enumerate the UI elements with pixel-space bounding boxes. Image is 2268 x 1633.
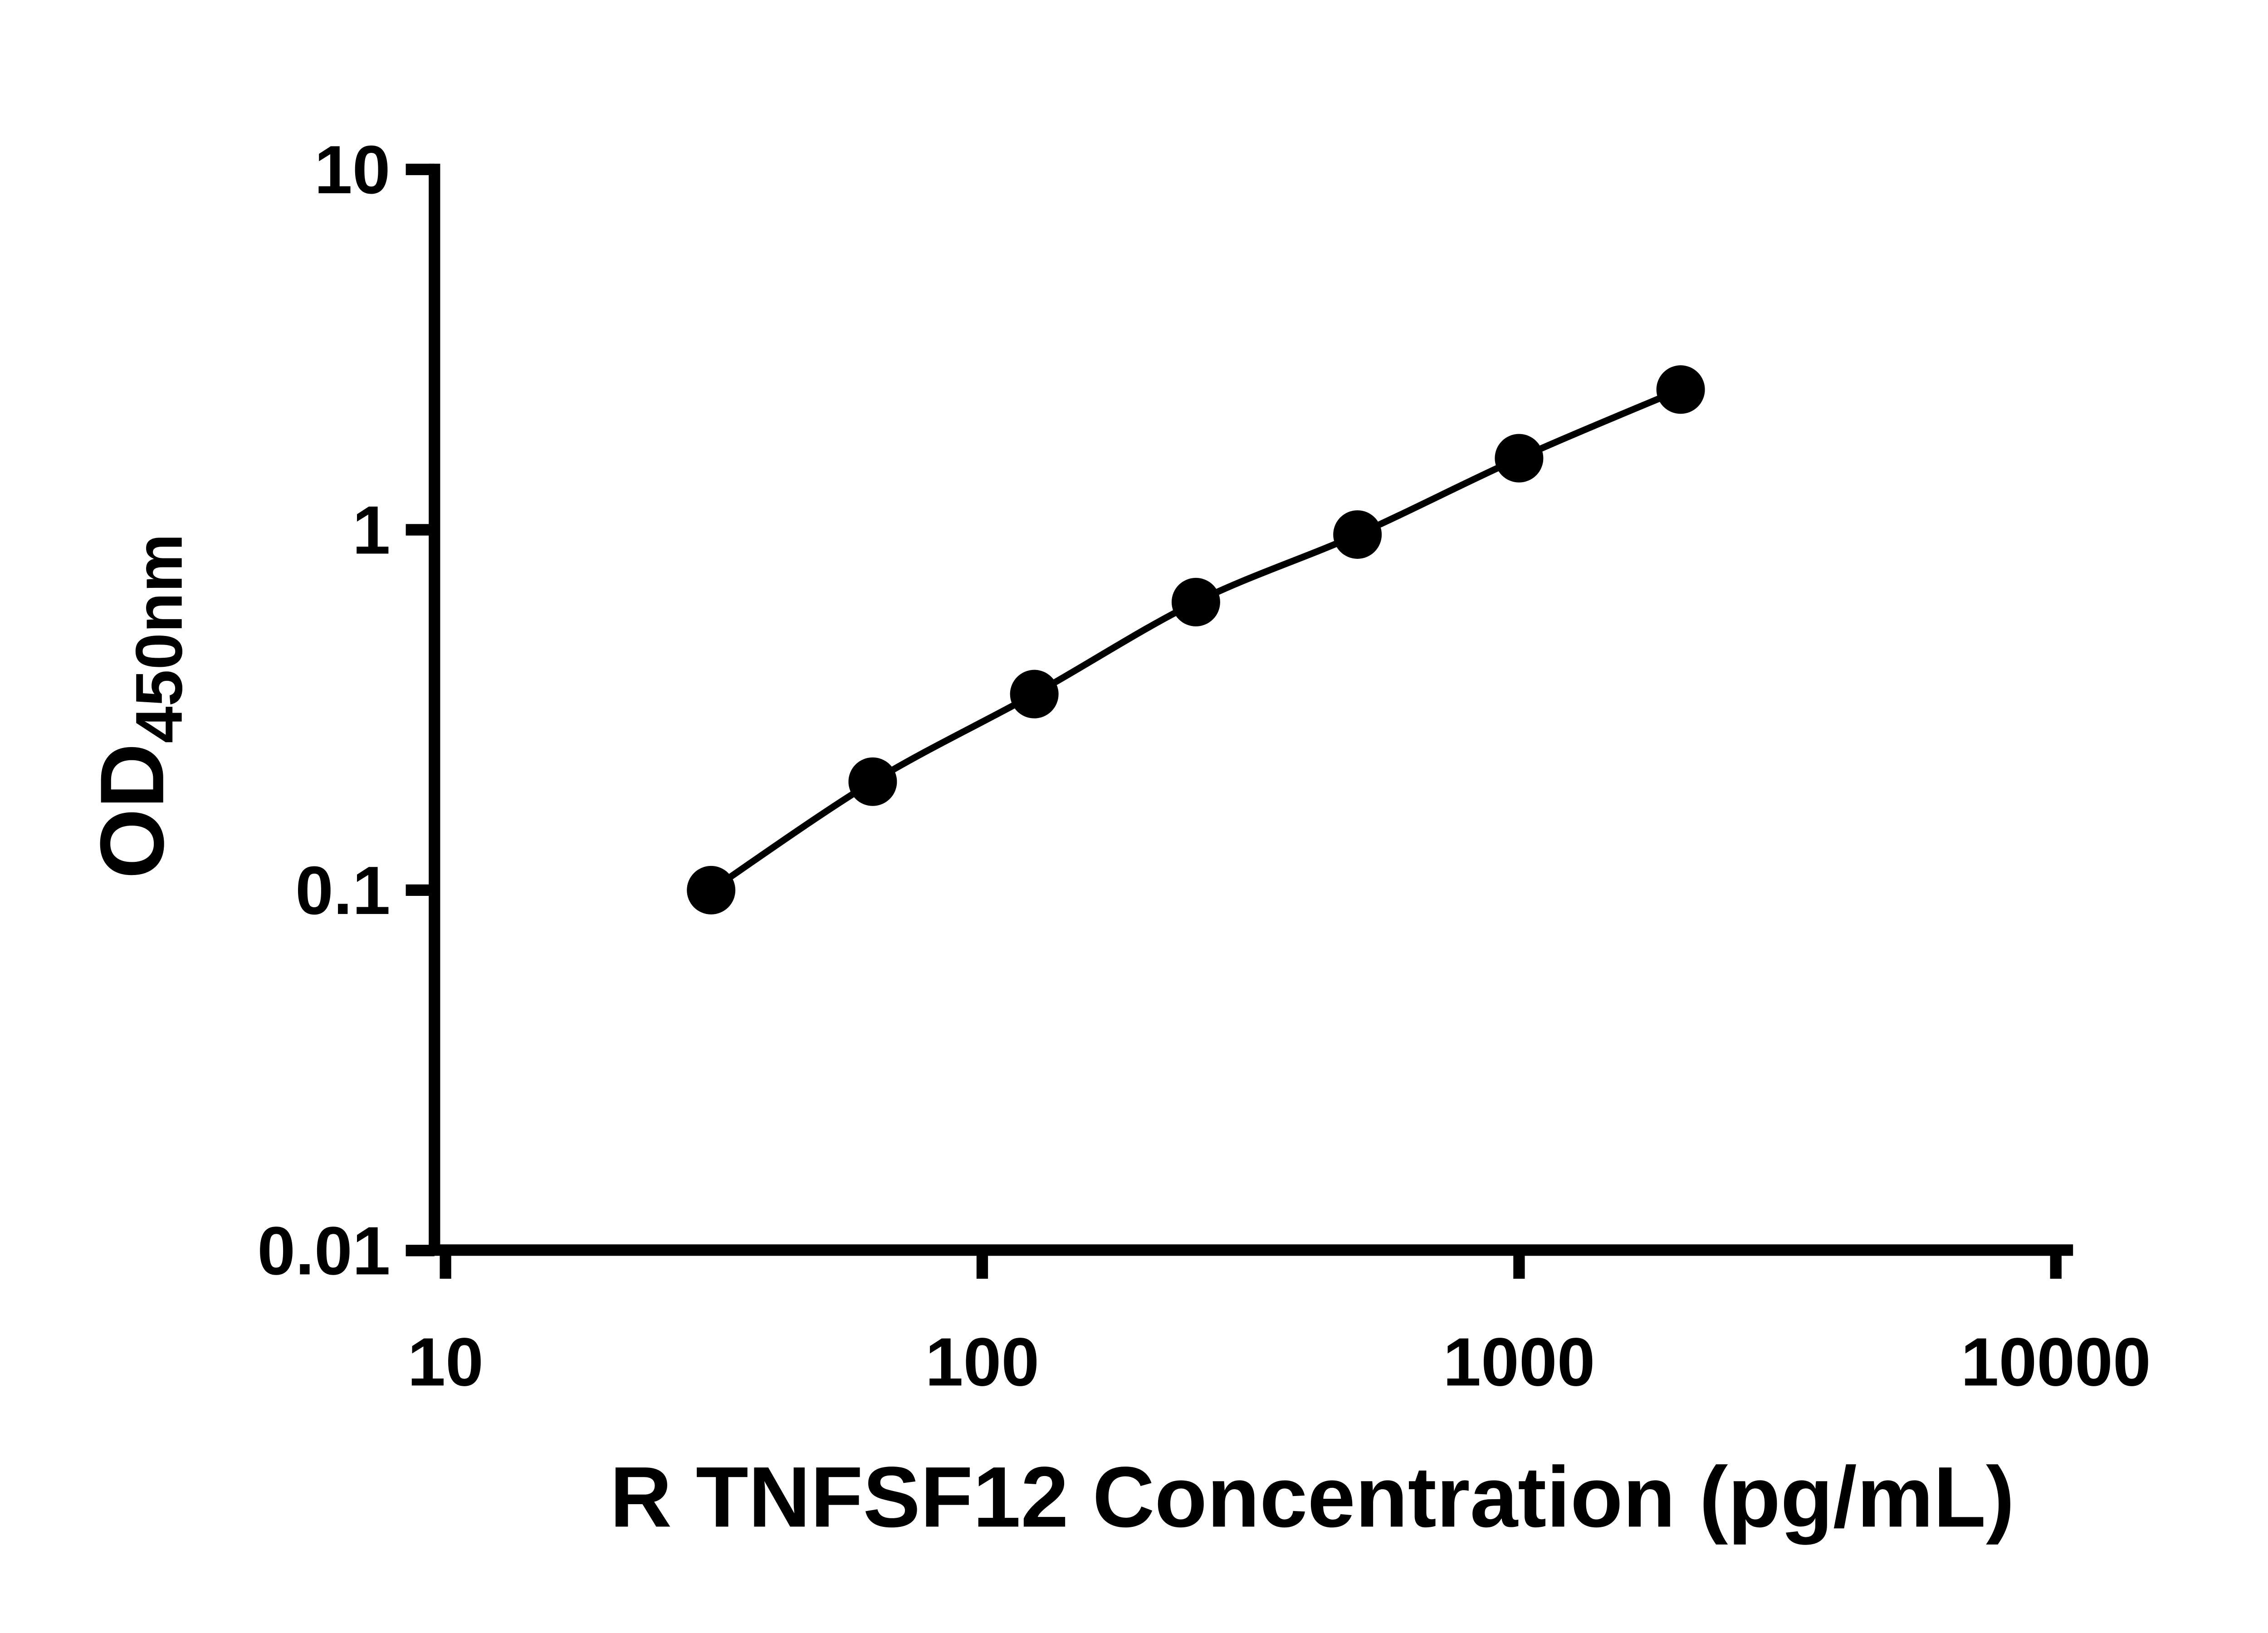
- y-axis-title-subscript: 450nm: [122, 533, 196, 743]
- x-tick-label: 100: [925, 1324, 1039, 1400]
- y-tick-label: 0.1: [295, 852, 391, 929]
- x-tick-label: 1000: [1443, 1324, 1595, 1400]
- x-axis-title: R TNFSF12 Concentration (pg/mL): [610, 1449, 2014, 1545]
- x-tick-label: 10000: [1961, 1324, 2151, 1400]
- axes: 10 100 1000 10000 0.01 0.1 1 10: [257, 132, 2151, 1400]
- data-point: [1010, 670, 1059, 719]
- data-series: [687, 365, 1705, 914]
- data-point: [1171, 577, 1220, 626]
- y-tick-label: 1: [352, 492, 391, 568]
- y-axis-title-main: OD: [82, 743, 183, 879]
- y-tick-label: 0.01: [257, 1213, 390, 1289]
- x-tick-label: 10: [407, 1324, 484, 1400]
- y-tick-label: 10: [314, 132, 391, 208]
- data-point: [1333, 510, 1382, 559]
- y-axis-title: OD450nm: [82, 533, 196, 879]
- data-point: [1656, 365, 1705, 414]
- data-point: [848, 757, 897, 806]
- data-point: [687, 865, 736, 914]
- data-point: [1495, 434, 1544, 483]
